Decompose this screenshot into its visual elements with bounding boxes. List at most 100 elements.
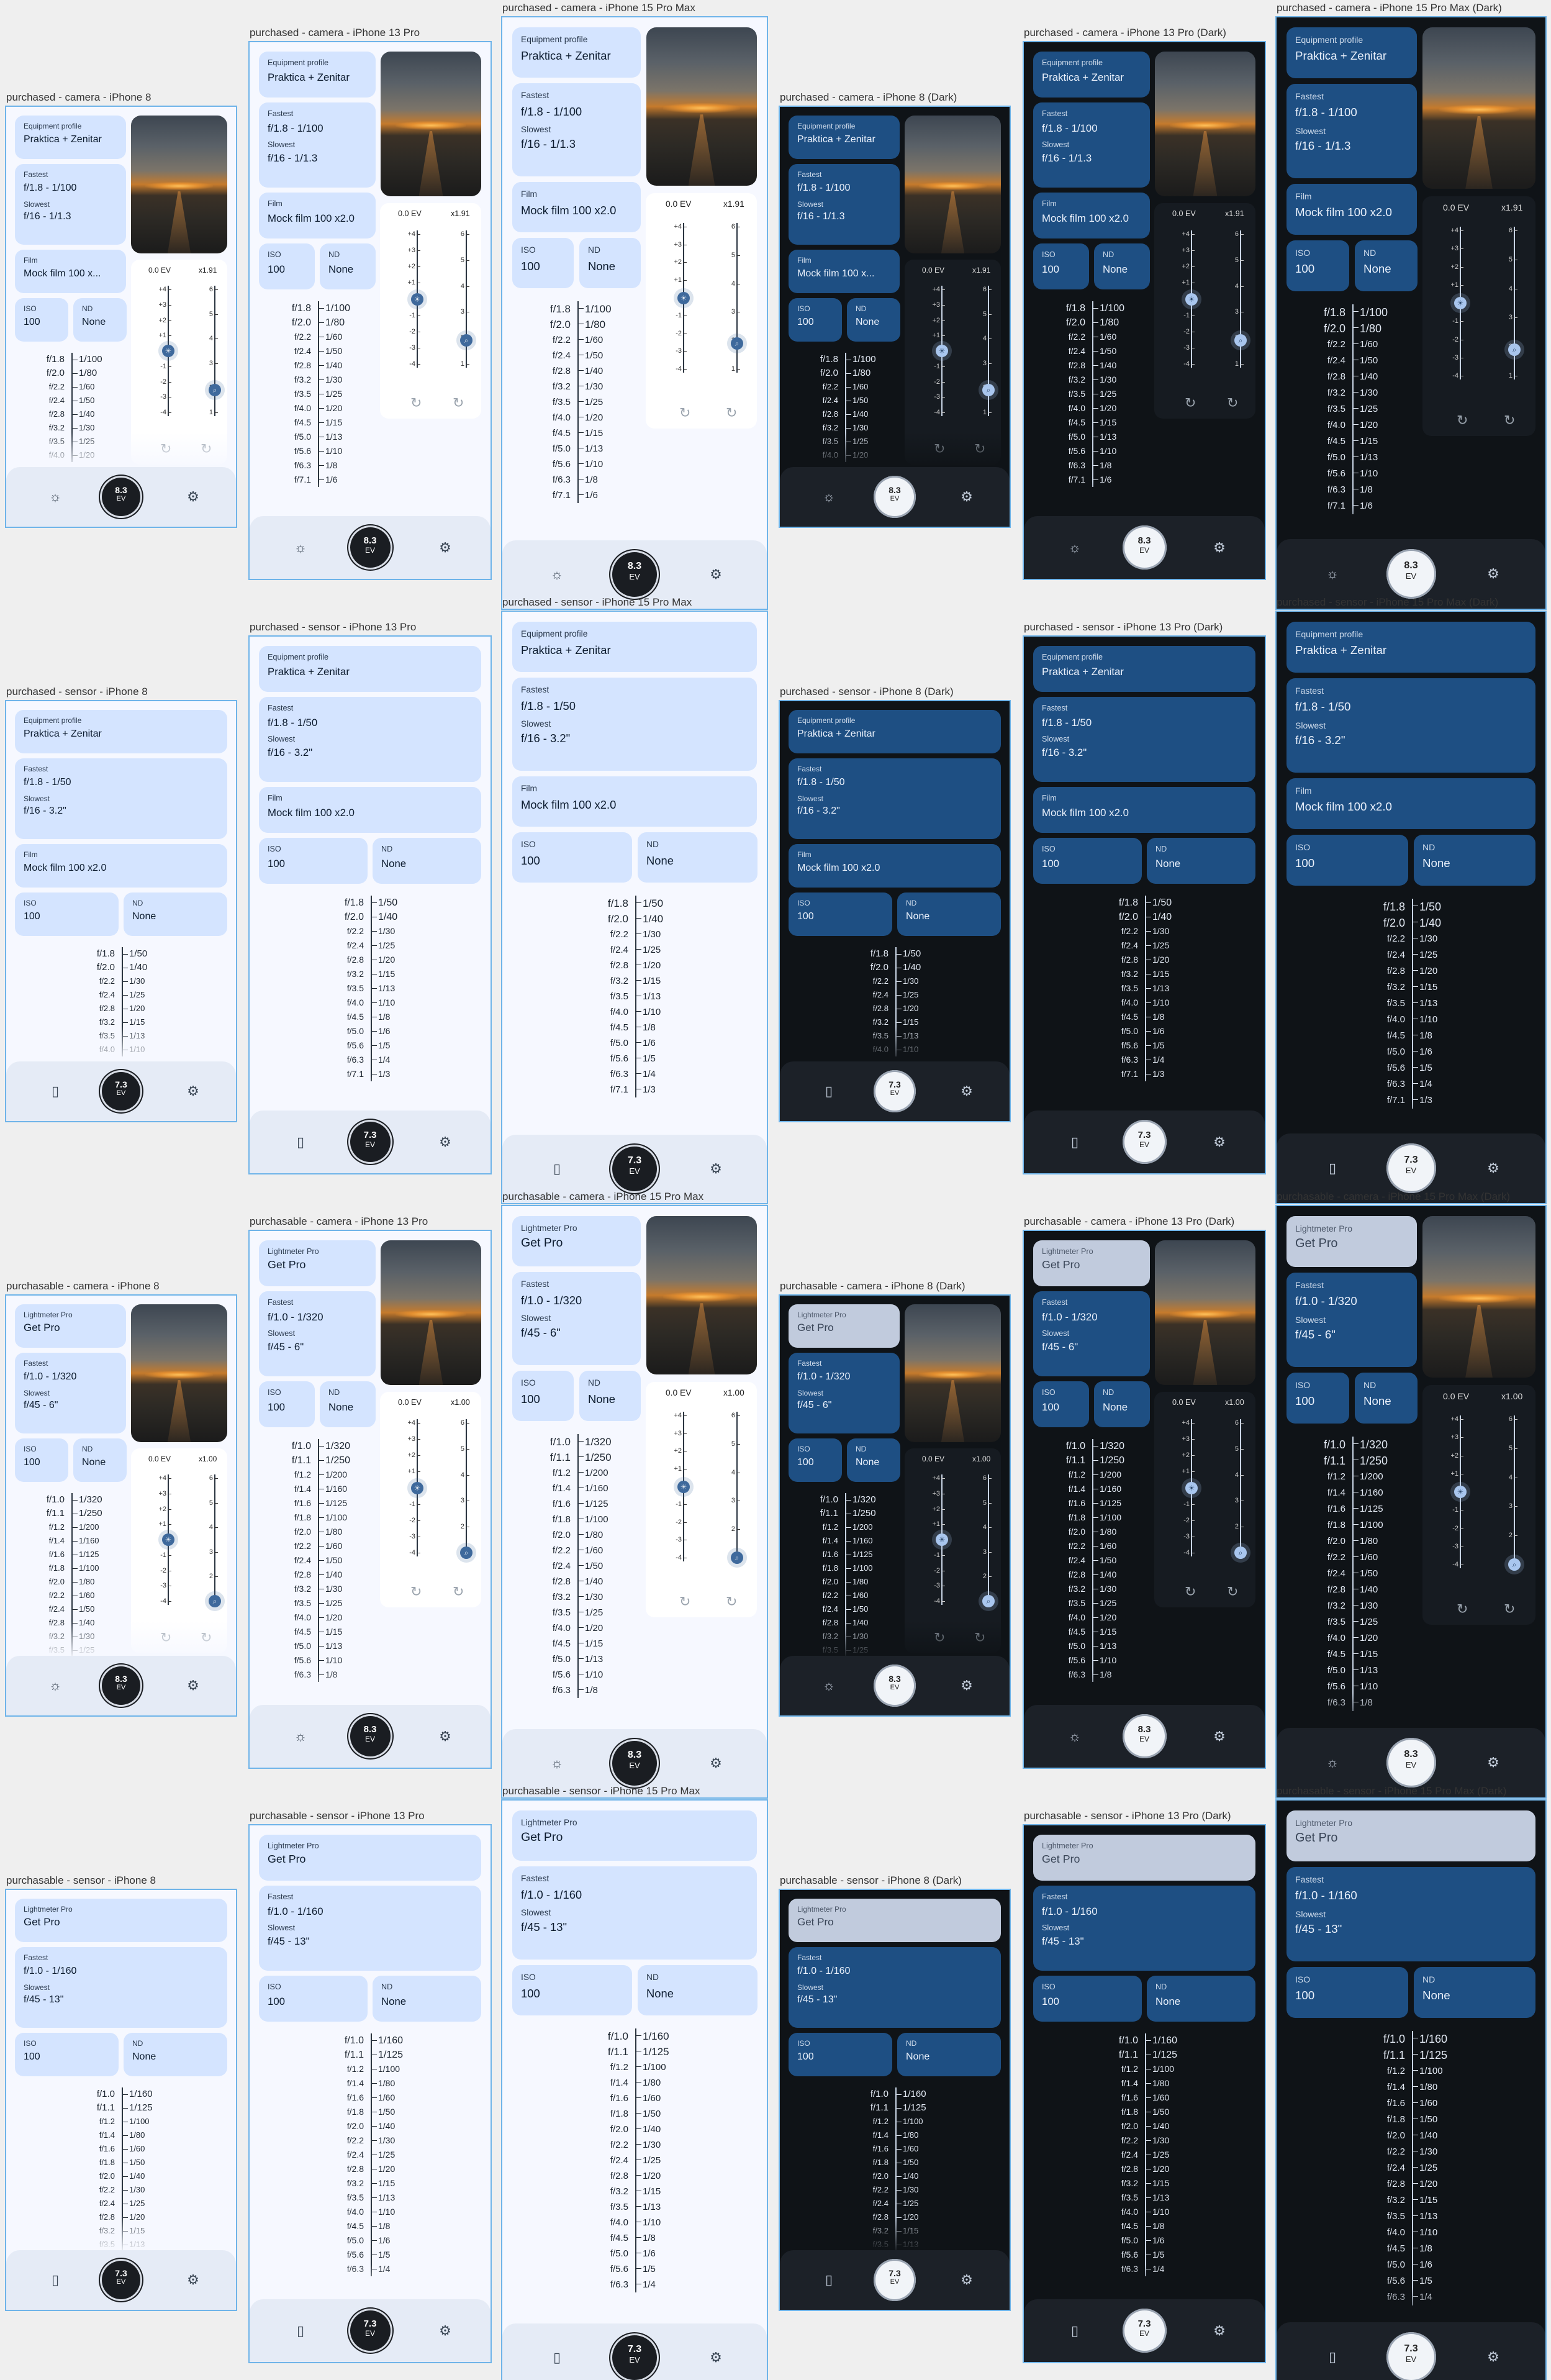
phone-sensor-icon[interactable]: ▯ — [1070, 1133, 1079, 1150]
get-pro-card[interactable]: Lightmeter Pro Get Pro — [512, 1810, 757, 1861]
nd-card[interactable]: ND None — [124, 2033, 227, 2076]
measure-button[interactable]: 7.3 EV — [874, 1070, 916, 1112]
iso-card[interactable]: ISO 100 — [512, 832, 632, 883]
equipment-profile-card[interactable]: Equipment profile Praktica + Zenitar — [512, 622, 757, 672]
lightbulb-icon[interactable]: ☼ — [1068, 1728, 1082, 1744]
get-pro-card[interactable]: Lightmeter Pro Get Pro — [789, 1304, 900, 1348]
gear-icon[interactable]: ⚙ — [1487, 566, 1499, 581]
iso-card[interactable]: ISO 100 — [1286, 240, 1349, 291]
nd-card[interactable]: ND None — [1355, 1373, 1418, 1424]
exposure-pairs-timeline[interactable]: f/1.8 1/100 f/2.0 1/80 f/2.2 1/60 f/2.4 1/50 f/2… — [533, 301, 620, 503]
zoom-slider-track[interactable] — [214, 1474, 215, 1605]
nd-card[interactable]: ND None — [579, 1371, 641, 1421]
lightbulb-icon[interactable]: ☼ — [1326, 566, 1339, 581]
iso-card[interactable]: ISO 100 — [789, 1438, 842, 1482]
magnifier-icon[interactable]: ⌕ — [727, 334, 747, 353]
nd-card[interactable]: ND None — [1147, 838, 1255, 884]
nd-card[interactable]: ND None — [1414, 835, 1535, 886]
film-card[interactable]: Film Mock film 100 x2.0 — [512, 182, 641, 232]
exposure-pairs-timeline[interactable]: f/1.8 1/50 f/2.0 1/40 f/2.2 1/30 f/2.4 1/25 f/2.… — [327, 896, 414, 1081]
zoom-slider-track[interactable] — [1240, 230, 1241, 368]
exposure-pairs-timeline[interactable]: f/1.0 1/320 f/1.1 1/250 f/1.2 1/200 f/1.4 1/160… — [533, 1434, 620, 1698]
ev-offset-slider[interactable]: +4+3+2+10-1-2-3-4☀ — [382, 1419, 427, 1556]
film-card[interactable]: Film Mock film 100 x2.0 — [259, 193, 376, 238]
measure-button[interactable]: 7.3 EV — [874, 2259, 916, 2301]
measure-button[interactable]: 7.3 EV — [348, 1120, 392, 1164]
film-card[interactable]: Film Mock film 100 x... — [15, 250, 126, 293]
measure-button[interactable]: 7.3 EV — [100, 2259, 142, 2301]
gear-icon[interactable]: ⚙ — [710, 1755, 722, 1771]
exposure-range-card[interactable]: Fastest f/1.0 - 1/320 Slowest f/45 - 6" — [1286, 1273, 1417, 1367]
phone-sensor-icon[interactable]: ▯ — [553, 1161, 561, 1176]
magnifier-icon[interactable]: ⌕ — [1504, 1555, 1524, 1574]
measure-button[interactable]: 8.3 EV — [348, 525, 392, 570]
lightbulb-icon[interactable]: ☼ — [294, 539, 307, 555]
zoom-slider-track[interactable] — [736, 1412, 738, 1561]
exposure-range-card[interactable]: Fastest f/1.8 - 1/50 Slowest f/16 - 3.2" — [15, 758, 227, 839]
gear-icon[interactable]: ⚙ — [961, 489, 973, 504]
phone-sensor-icon[interactable]: ▯ — [1328, 2349, 1337, 2364]
exposure-pairs-timeline[interactable]: f/1.8 1/100 f/2.0 1/80 f/2.2 1/60 f/2.4 1/50 f/2… — [1308, 304, 1395, 514]
nd-card[interactable]: ND None — [73, 298, 127, 342]
exposure-range-card[interactable]: Fastest f/1.8 - 1/100 Slowest f/16 - 1/1.3 — [15, 164, 126, 245]
gear-icon[interactable]: ⚙ — [1213, 1133, 1226, 1150]
zoom-slider[interactable]: 654321⌕ — [179, 1474, 225, 1611]
nd-card[interactable]: ND None — [847, 1438, 900, 1482]
gear-icon[interactable]: ⚙ — [187, 1083, 199, 1099]
measure-button[interactable]: 8.3 EV — [100, 1665, 142, 1707]
iso-card[interactable]: ISO 100 — [1033, 1381, 1089, 1427]
reset-icon[interactable]: ↻ — [1227, 395, 1239, 411]
iso-card[interactable]: ISO 100 — [789, 2033, 892, 2076]
zoom-slider[interactable]: 654321⌕ — [953, 286, 998, 416]
reset-icon[interactable]: ↻ — [1185, 395, 1196, 411]
exposure-range-card[interactable]: Fastest f/1.0 - 1/320 Slowest f/45 - 6" — [512, 1272, 641, 1365]
nd-card[interactable]: ND None — [320, 1381, 376, 1427]
get-pro-card[interactable]: Lightmeter Pro Get Pro — [512, 1216, 641, 1266]
zoom-slider[interactable]: 654321⌕ — [179, 286, 225, 416]
lightbulb-icon[interactable]: ☼ — [48, 1678, 62, 1693]
equipment-profile-card[interactable]: Equipment profile Praktica + Zenitar — [1286, 27, 1417, 78]
reset-icon[interactable]: ↻ — [679, 1594, 691, 1609]
measure-button[interactable]: 8.3 EV — [348, 1714, 392, 1758]
nd-card[interactable]: ND None — [373, 1976, 481, 2022]
nd-card[interactable]: ND None — [1414, 1967, 1535, 2018]
exposure-range-card[interactable]: Fastest f/1.8 - 1/100 Slowest f/16 - 1/1.3 — [1033, 102, 1150, 188]
nd-card[interactable]: ND None — [1147, 1976, 1255, 2022]
gear-icon[interactable]: ⚙ — [1213, 539, 1226, 555]
iso-card[interactable]: ISO 100 — [1033, 243, 1089, 289]
zoom-slider-track[interactable] — [736, 223, 738, 373]
phone-sensor-icon[interactable]: ▯ — [1328, 1160, 1337, 1176]
exposure-range-card[interactable]: Fastest f/1.8 - 1/50 Slowest f/16 - 3.2" — [1033, 697, 1255, 782]
film-card[interactable]: Film Mock film 100 x2.0 — [512, 776, 757, 827]
exposure-range-card[interactable]: Fastest f/1.0 - 1/320 Slowest f/45 - 6" — [259, 1291, 376, 1376]
get-pro-card[interactable]: Lightmeter Pro Get Pro — [1286, 1216, 1417, 1267]
zoom-slider-track[interactable] — [466, 1419, 467, 1556]
lightbulb-icon[interactable]: ☼ — [294, 1728, 307, 1744]
exposure-range-card[interactable]: Fastest f/1.0 - 1/160 Slowest f/45 - 13" — [1033, 1886, 1255, 1971]
sun-icon[interactable]: ☀ — [407, 1478, 427, 1498]
measure-button[interactable]: 8.3 EV — [100, 476, 142, 518]
lightbulb-icon[interactable]: ☼ — [1068, 539, 1082, 555]
gear-icon[interactable]: ⚙ — [710, 2350, 722, 2365]
exposure-pairs-timeline[interactable]: f/1.0 1/320 f/1.1 1/250 f/1.2 1/200 f/1.4 1/160… — [274, 1439, 361, 1682]
reset-icon[interactable]: ↻ — [1457, 1601, 1468, 1617]
reset-icon[interactable]: ↻ — [1457, 412, 1468, 428]
ev-offset-slider[interactable]: +4+3+2+10-1-2-3-4☀ — [907, 1474, 952, 1605]
exposure-range-card[interactable]: Fastest f/1.0 - 1/160 Slowest f/45 - 13" — [512, 1866, 757, 1960]
exposure-pairs-timeline[interactable]: f/1.0 1/320 f/1.1 1/250 f/1.2 1/200 f/1.4 1/160… — [1308, 1437, 1395, 1711]
zoom-slider-track[interactable] — [466, 230, 467, 368]
exposure-range-card[interactable]: Fastest f/1.8 - 1/50 Slowest f/16 - 3.2" — [1286, 678, 1535, 773]
measure-button[interactable]: 7.3 EV — [1122, 1120, 1167, 1164]
phone-sensor-icon[interactable]: ▯ — [825, 2272, 833, 2287]
exposure-range-card[interactable]: Fastest f/1.8 - 1/50 Slowest f/16 - 3.2" — [259, 697, 481, 782]
measure-button[interactable]: 7.3 EV — [610, 1145, 659, 1193]
phone-sensor-icon[interactable]: ▯ — [296, 1133, 305, 1150]
iso-card[interactable]: ISO 100 — [789, 298, 842, 342]
iso-card[interactable]: ISO 100 — [512, 1371, 574, 1421]
exposure-range-card[interactable]: Fastest f/1.8 - 1/100 Slowest f/16 - 1/1.3 — [512, 83, 641, 176]
sun-icon[interactable]: ☀ — [1450, 293, 1470, 313]
reset-icon[interactable]: ↻ — [410, 1584, 422, 1599]
gear-icon[interactable]: ⚙ — [961, 2272, 973, 2287]
exposure-pairs-timeline[interactable]: f/1.0 1/160 f/1.1 1/125 f/1.2 1/100 f/1.4 1/80 f… — [327, 2033, 414, 2276]
film-card[interactable]: Film Mock film 100 x2.0 — [789, 844, 1001, 888]
